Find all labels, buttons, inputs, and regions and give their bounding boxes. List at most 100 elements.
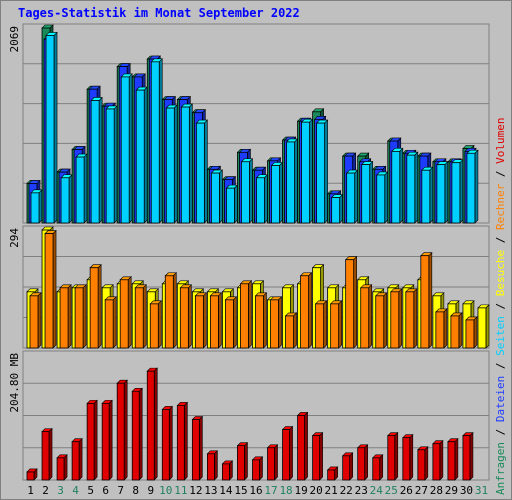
bar-volumen: [237, 445, 245, 481]
bar-seiten: [234, 184, 238, 224]
bar-volumen: [26, 471, 35, 481]
bar-rechner: [293, 312, 297, 349]
bar-volumen: [349, 452, 353, 481]
bar-seiten: [316, 122, 326, 224]
x-tick-label: 8: [132, 484, 139, 497]
bar-seiten: [120, 76, 130, 224]
bar-volumen: [402, 437, 411, 481]
bar-volumen: [259, 456, 263, 481]
bar-seiten: [90, 100, 100, 224]
bar-rechner: [360, 287, 370, 349]
bar-volumen: [372, 457, 381, 481]
bar-rechner: [74, 287, 84, 349]
bar-seiten: [204, 119, 208, 224]
bar-volumen: [432, 443, 441, 481]
x-tick-label: 27: [415, 484, 428, 497]
x-tick-label: 29: [445, 484, 458, 497]
x-tick-label: 21: [325, 484, 338, 497]
bar-seiten: [264, 174, 268, 224]
bar-volumen: [131, 390, 140, 481]
bar-volumen: [319, 431, 323, 481]
bar-seiten: [249, 158, 253, 224]
bar-rechner: [149, 303, 159, 349]
bar-rechner: [353, 255, 357, 349]
x-tick-label: 2: [42, 484, 49, 497]
bar-volumen: [161, 409, 170, 481]
bar-seiten: [346, 172, 356, 224]
bar-seiten: [339, 193, 343, 224]
bar-volumen: [48, 427, 53, 481]
bar-rechner: [233, 296, 237, 349]
bar-rechner: [225, 299, 234, 349]
legend-item: Anfragen: [494, 442, 507, 495]
bar-volumen: [417, 449, 426, 481]
bar-volumen: [146, 370, 155, 481]
bar-seiten: [436, 164, 446, 224]
x-tick-label: 13: [204, 484, 217, 497]
x-tick-label: 7: [117, 484, 124, 497]
bar-seiten: [459, 158, 464, 224]
x-tick-label: 4: [72, 484, 79, 497]
bar-seiten: [30, 192, 40, 224]
bar-seiten: [451, 162, 461, 224]
bar-rechner: [443, 308, 448, 349]
bar-rechner: [450, 315, 460, 349]
legend-item: Besuche: [494, 250, 507, 296]
bar-seiten: [173, 104, 178, 224]
x-tick-label: 9: [147, 484, 154, 497]
x-tick-label: 17: [264, 484, 277, 497]
bar-volumen: [357, 447, 366, 481]
bar-rechner: [368, 284, 373, 349]
bar-rechner: [172, 272, 177, 349]
bar-volumen: [387, 435, 396, 481]
x-tick-label: 6: [102, 484, 109, 497]
bar-rechner: [458, 312, 463, 349]
bar-volumen: [86, 402, 95, 481]
x-tick-label: 18: [279, 484, 292, 497]
bar-seiten: [474, 149, 479, 224]
bar-rechner: [44, 233, 54, 349]
x-tick-label: 10: [159, 484, 172, 497]
legend-item: Volumen: [494, 117, 507, 163]
bar-volumen: [116, 382, 125, 481]
bar-seiten: [45, 35, 55, 224]
bar-rechner: [383, 292, 388, 349]
bar-rechner: [270, 299, 279, 349]
x-tick-label: 12: [189, 484, 202, 497]
legend-item: /: [494, 230, 507, 250]
bar-rechner: [300, 275, 309, 349]
bar-volumen: [304, 411, 308, 481]
x-tick-label: 3: [57, 484, 64, 497]
bar-seiten: [241, 161, 250, 224]
bar-rechner: [420, 255, 430, 349]
bar-seiten: [143, 86, 148, 224]
bar-rechner: [52, 229, 57, 349]
bar-volumen: [327, 469, 336, 481]
bar-volumen: [424, 446, 429, 481]
bar-seiten: [68, 174, 73, 224]
bar-seiten: [301, 121, 310, 224]
bar-seiten: [75, 156, 85, 224]
bar-rechner: [323, 300, 327, 349]
bar-rechner: [240, 283, 249, 349]
x-tick-label: 30: [460, 484, 473, 497]
bar-seiten: [279, 161, 283, 224]
legend-item: /: [494, 422, 507, 442]
bar-volumen: [364, 444, 369, 481]
bar-volumen: [78, 437, 83, 481]
bar-seiten: [189, 103, 193, 224]
bar-seiten: [60, 177, 70, 224]
bar-seiten: [376, 174, 386, 224]
bar-seiten: [414, 151, 419, 224]
x-tick-label: 25: [385, 484, 398, 497]
bar-seiten: [361, 164, 371, 224]
x-tick-label: 11: [174, 484, 187, 497]
x-tick-label: 23: [355, 484, 368, 497]
y-max-label: 2069: [8, 26, 21, 53]
bar-rechner: [29, 295, 39, 349]
page-title: Tages-Statistik im Monat September 2022: [18, 6, 300, 20]
bar-rechner: [142, 284, 147, 349]
bar-volumen: [222, 463, 230, 481]
bar-seiten: [98, 96, 103, 224]
